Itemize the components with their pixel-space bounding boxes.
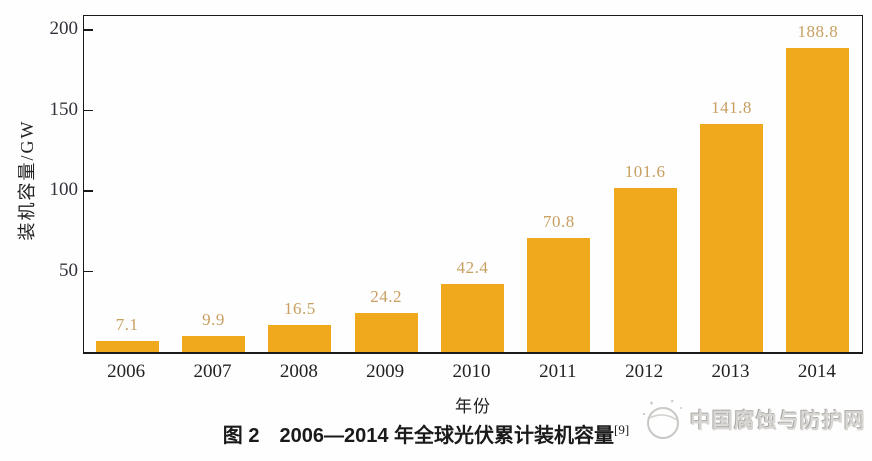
y-tick-mark-100 [84,190,93,192]
x-tick-2013: 2013 [711,361,750,382]
y-tick-label-100: 100 [49,179,79,201]
figure-caption: 图 2 2006—2014 年全球光伏累计装机容量[9] [0,419,852,448]
y-tick-mark-150 [84,109,93,112]
bar-2011 [527,237,591,352]
bar-value-2011: 70.8 [542,211,575,231]
bar-value-2013: 141.8 [711,97,752,117]
x-tick-2006: 2006 [107,361,146,382]
bar-2014 [786,47,850,352]
bar-value-2008: 16.5 [283,299,316,319]
bar-value-2012: 101.6 [624,162,666,182]
x-tick-2009: 2009 [366,361,405,382]
bar-2007 [182,336,245,352]
x-tick-2011: 2011 [539,361,577,382]
y-tick-label-150: 150 [49,98,79,120]
bar-value-2006: 7.1 [115,314,139,334]
caption-reference: [9] [614,422,630,437]
bar-2008 [268,325,332,352]
x-tick-2007: 2007 [193,361,232,382]
x-tick-2014: 2014 [797,361,836,382]
watermark-text: 中国腐蚀与防护网 [690,410,866,433]
y-tick-label-50: 50 [59,259,78,281]
caption-text: 图 2 2006—2014 年全球光伏累计装机容量 [222,425,615,447]
y-tick-mark-200 [84,29,93,31]
bar-2009 [354,313,418,352]
y-tick-mark-50 [84,270,93,273]
watermark: 中国腐蚀与防护网 [638,396,866,444]
bar-2010 [441,283,504,352]
bar-2013 [700,123,763,352]
plot-area: 7.1 9.9 16.5 24.2 42.4 70.8 101.6 141.8 188.8 [83,15,863,354]
x-tick-2010: 2010 [452,361,491,382]
y-tick-label-200: 200 [49,18,79,40]
globe-icon [643,399,682,439]
bar-value-2009: 24.2 [370,287,403,307]
bar-value-2007: 9.9 [202,310,225,330]
x-tick-2012: 2012 [625,361,664,382]
x-tick-2008: 2008 [279,361,318,382]
bar-2012 [613,188,677,352]
bar-2006 [95,340,159,352]
bar-value-2014: 188.8 [797,21,839,41]
bar-value-2010: 42.4 [456,257,489,277]
x-axis-title: 年份 [455,397,491,416]
